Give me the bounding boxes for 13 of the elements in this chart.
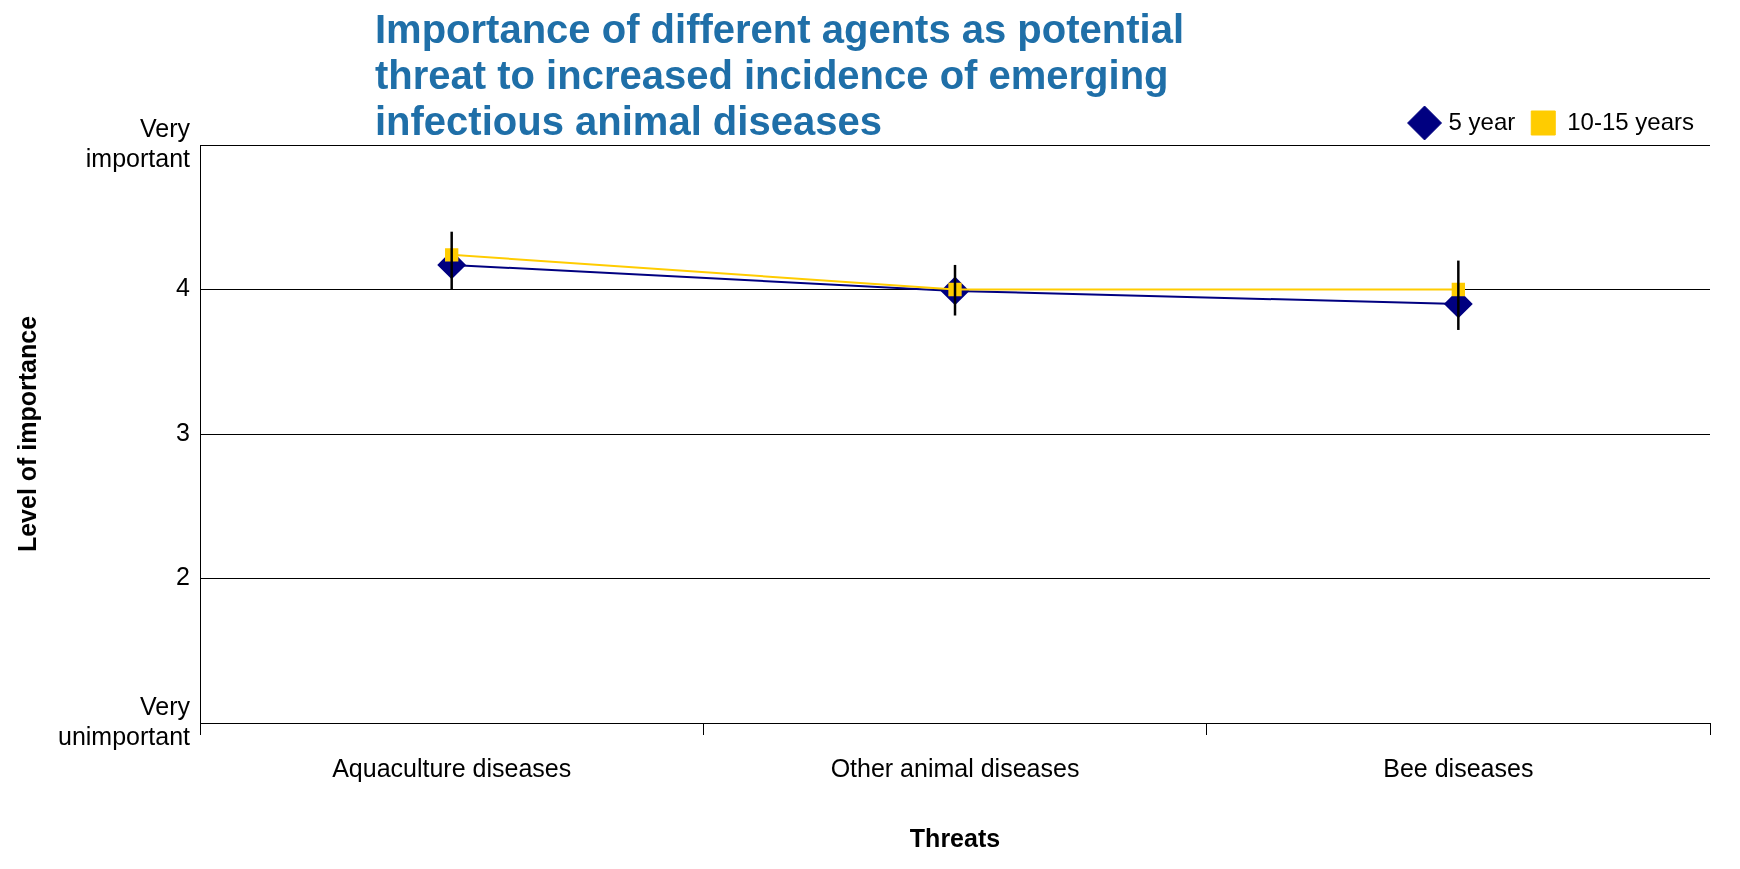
x-tick-label: Bee diseases xyxy=(1383,753,1534,782)
x-tick-label: Aquaculture diseases xyxy=(332,753,572,782)
y-tick-label: Very important xyxy=(85,113,191,172)
y-tick-label: 3 xyxy=(176,417,191,446)
y-axis-title: Level of importance xyxy=(12,315,41,553)
chart-title: Importance of different agents as potential threat to increased incidence of emerging infectious animal diseases xyxy=(375,6,1185,144)
y-tick-label: 4 xyxy=(176,273,191,302)
legend-label: 10-15 years xyxy=(1567,107,1695,135)
x-tick-label: Other animal diseases xyxy=(830,753,1080,782)
y-tick-label: 2 xyxy=(176,562,191,591)
x-axis-title: Threats xyxy=(909,823,1001,852)
legend-label: 5 year xyxy=(1448,107,1516,135)
y-tick-label: Very unimportant xyxy=(57,691,191,750)
